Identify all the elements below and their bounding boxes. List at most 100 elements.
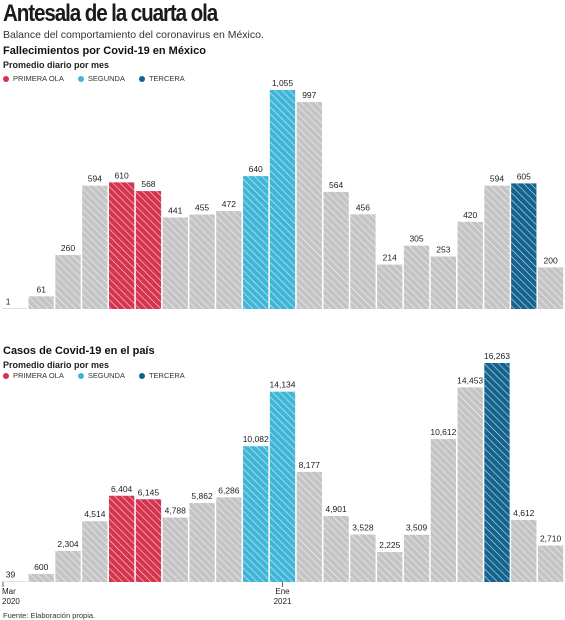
chart1-bar-group: [189, 214, 215, 309]
chart2-bar-hatch: [511, 519, 537, 582]
chart1-bar-hatch: [484, 185, 510, 309]
chart1-bar-group: [430, 256, 457, 309]
legend-item-segunda: SEGUNDA: [77, 74, 125, 83]
chart2-value-label: 4,901: [325, 504, 347, 514]
legend-dot-primera: [3, 75, 9, 82]
chart1-bar-group: [1, 308, 28, 309]
legend2-dot-primera: [3, 372, 9, 379]
chart2-bar-group: [350, 534, 376, 582]
chart2-bar-hatch: [430, 439, 457, 582]
chart1-value-label: 420: [463, 210, 477, 220]
chart2-bar-group: [511, 519, 537, 582]
chart2-bar-hatch: [82, 521, 108, 582]
chart2-bar-hatch: [243, 446, 269, 582]
chart2-bar-hatch: [216, 497, 242, 582]
chart1-subtitle: Promedio diario por mes: [3, 60, 110, 70]
chart1-value-label: 253: [436, 244, 450, 254]
chart1-bar-hatch: [82, 185, 108, 309]
chart1-value-label: 610: [115, 170, 129, 180]
chart2-x-tick-label: 2020: [2, 597, 20, 606]
chart2-bar-hatch: [537, 545, 564, 582]
chart2-bar-group: [28, 573, 54, 582]
chart1-bar-group: [28, 296, 54, 309]
chart1-bar-hatch: [243, 176, 269, 309]
legend2-label-primera: PRIMERA OLA: [13, 371, 64, 380]
chart2-bar-hatch: [135, 499, 162, 582]
legend-item-primera: PRIMERA OLA: [3, 74, 64, 83]
chart2-value-label: 6,404: [111, 484, 133, 494]
chart2-bar-hatch: [162, 517, 188, 582]
subheadline: Balance del comportamiento del coronavir…: [3, 29, 264, 41]
chart1-bar-group: [323, 191, 349, 309]
legend-item-tercera: TERCERA: [138, 74, 185, 83]
chart2-value-label: 2,225: [379, 540, 401, 550]
chart2-bar-hatch: [323, 516, 349, 582]
chart2-x-tick-label: Ene: [275, 587, 290, 596]
chart2-legend: PRIMERA OLA SEGUNDA TERCERA: [3, 371, 185, 380]
chart2-bar-hatch: [403, 534, 430, 582]
chart2-bar-group: [377, 552, 403, 582]
chart2-bar-group: [1, 581, 28, 582]
chart1-value-label: 594: [490, 174, 504, 184]
chart1-bar-group: [403, 245, 430, 309]
chart2-bar-group: [55, 550, 81, 582]
chart1-value-label: 456: [356, 202, 370, 212]
legend-label-segunda: SEGUNDA: [87, 74, 125, 83]
chart1-value-label: 214: [383, 253, 397, 263]
legend-label-primera: PRIMERA OLA: [13, 74, 64, 83]
chart1-value-label: 200: [544, 255, 558, 265]
chart1-bar-hatch: [108, 182, 135, 309]
chart2-value-label: 6,145: [138, 487, 160, 497]
chart1-bar-hatch: [189, 214, 215, 309]
chart1-bar-hatch: [55, 255, 81, 309]
chart1-bar-group: [537, 267, 564, 309]
chart2-bar-hatch: [457, 387, 483, 582]
chart2-value-label: 4,612: [513, 508, 535, 518]
chart2-bar-group: [243, 446, 269, 582]
chart1-value-label: 305: [409, 234, 423, 244]
chart1-bar: [1, 308, 28, 309]
chart1-bar-group: [377, 264, 403, 309]
chart1-value-label: 1,055: [272, 78, 294, 88]
chart2-bar-group: [484, 363, 510, 582]
chart2-value-label: 10,612: [430, 427, 456, 437]
chart1-value-label: 455: [195, 203, 209, 213]
source-note: Fuente: Elaboración propia.: [3, 611, 96, 620]
legend2-dot-segunda: [77, 372, 84, 379]
chart1-bar-hatch: [162, 217, 188, 309]
chart1-bar-hatch: [216, 211, 242, 309]
chart2-bar-hatch: [350, 534, 376, 582]
chart2-bar-hatch: [55, 550, 81, 582]
legend2-item-tercera: TERCERA: [138, 371, 185, 380]
chart2-value-label: 8,177: [299, 460, 321, 470]
chart2-bar: [1, 581, 28, 582]
legend2-dot-tercera: [138, 372, 145, 379]
chart2-x-tick-label: 2021: [274, 597, 292, 606]
chart1-value-label: 472: [222, 199, 236, 209]
chart1-bar-group: [269, 90, 296, 309]
chart1-bar-hatch: [430, 256, 457, 309]
chart1-value-label: 605: [517, 171, 531, 181]
chart1-value-label: 997: [302, 90, 316, 100]
chart1-legend: PRIMERA OLA SEGUNDA TERCERA: [3, 74, 185, 83]
chart1-bar-group: [162, 217, 188, 309]
chart2-value-label: 3,509: [406, 523, 428, 533]
chart1-bar-group: [82, 185, 108, 309]
legend2-item-primera: PRIMERA OLA: [3, 371, 64, 380]
chart2-value-label: 10,082: [243, 434, 269, 444]
chart2-title: Casos de Covid-19 en el país: [3, 345, 155, 357]
chart1-bar-group: [55, 255, 81, 309]
legend2-label-tercera: TERCERA: [148, 371, 185, 380]
chart1-bar-hatch: [135, 191, 162, 309]
chart2-bar-group: [323, 516, 349, 582]
chart2-bar-group: [108, 495, 135, 582]
chart2-bar-group: [403, 534, 430, 582]
chart2-bar-group: [430, 439, 457, 582]
chart2-bar-hatch: [484, 363, 510, 582]
chart2-bar-group: [269, 391, 296, 582]
chart1-value-label: 441: [168, 205, 182, 215]
chart2-bar-hatch: [269, 391, 296, 582]
chart2-x-tick-label: Mar: [2, 587, 16, 596]
chart1-bar-hatch: [296, 102, 322, 309]
chart2-bar-hatch: [108, 495, 135, 582]
